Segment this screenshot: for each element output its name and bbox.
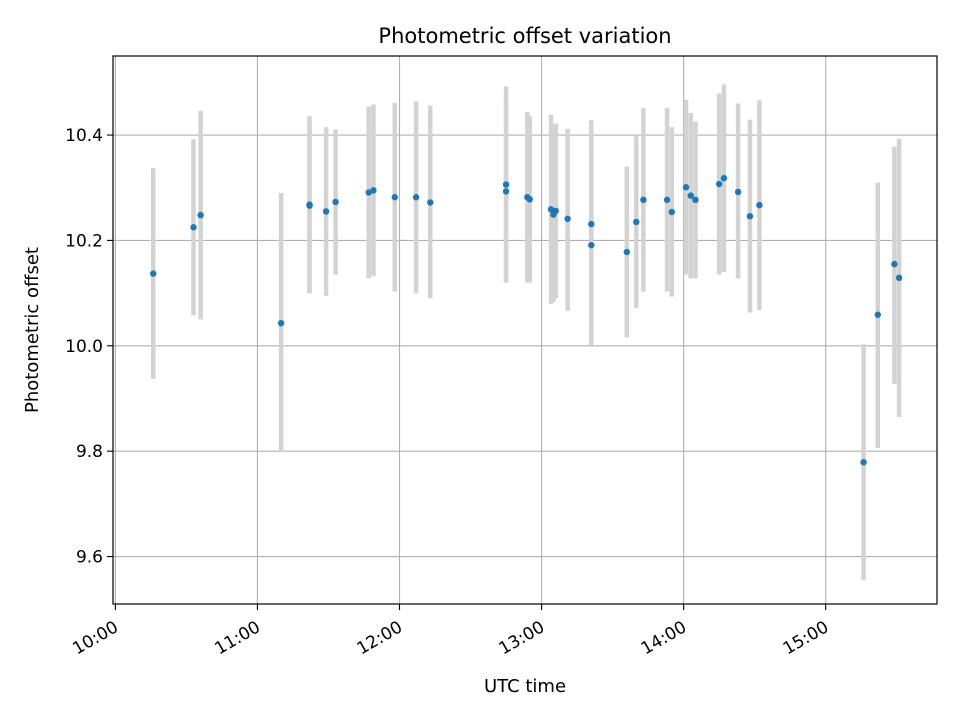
data-point — [391, 194, 398, 201]
data-point — [895, 274, 903, 282]
data-point — [756, 201, 763, 209]
data-point — [874, 311, 882, 318]
data-point — [623, 248, 631, 256]
chart-title: Photometric offset variation — [378, 24, 671, 48]
data-point — [588, 220, 595, 228]
data-point — [332, 198, 339, 206]
data-point — [526, 196, 533, 203]
data-point — [682, 184, 690, 191]
data-point — [190, 224, 197, 231]
data-point — [734, 188, 742, 196]
data-point — [502, 188, 510, 195]
data-point — [692, 196, 699, 204]
y-tick-label: 9.6 — [76, 548, 103, 568]
data-point — [715, 180, 723, 188]
data-point — [668, 208, 676, 216]
y-tick-label: 10.2 — [65, 231, 103, 251]
data-point — [322, 208, 330, 215]
y-axis-label: Photometric offset — [22, 247, 43, 413]
data-point — [687, 192, 694, 199]
data-point — [663, 196, 671, 204]
data-point — [860, 459, 867, 466]
data-point — [891, 260, 898, 268]
data-point — [150, 270, 157, 277]
data-point — [370, 187, 377, 194]
data-point — [502, 181, 510, 188]
y-tick-label: 9.8 — [76, 442, 103, 462]
data-point — [640, 196, 647, 204]
y-tick-label: 10.4 — [65, 126, 103, 146]
data-point — [197, 211, 204, 219]
data-points — [150, 175, 903, 466]
data-point — [720, 175, 728, 182]
y-axis: 9.6 9.8 10.0 10.2 10.4 — [65, 126, 113, 568]
grid — [113, 56, 937, 604]
data-point — [564, 215, 571, 223]
data-point — [633, 218, 640, 226]
y-tick-label: 10.0 — [65, 337, 103, 357]
data-point — [588, 241, 595, 249]
data-point — [427, 199, 434, 206]
data-point — [412, 194, 420, 201]
data-point — [277, 319, 285, 327]
data-point — [746, 212, 754, 220]
plot-frame — [112, 55, 938, 605]
data-point — [306, 202, 313, 209]
x-axis-label: UTC time — [484, 676, 566, 697]
data-point — [552, 207, 559, 215]
